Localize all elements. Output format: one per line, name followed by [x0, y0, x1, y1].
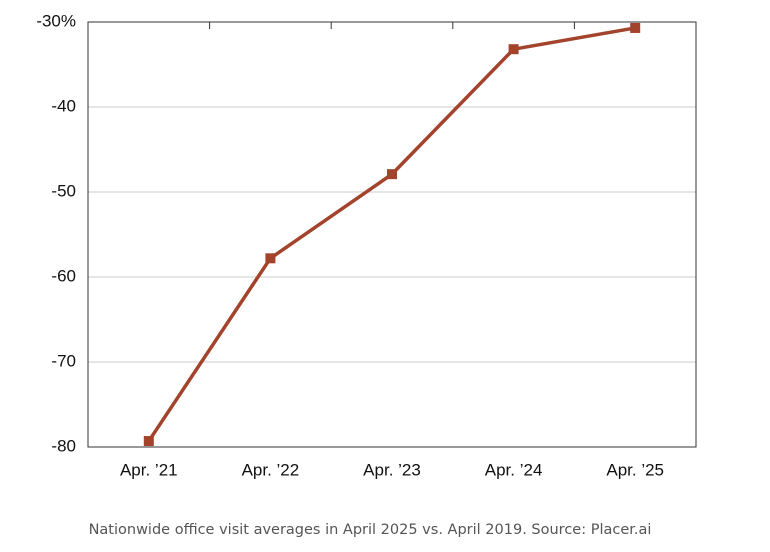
data-point: [387, 169, 397, 180]
data-point: [508, 44, 519, 55]
data-point: [265, 253, 276, 264]
x-tick-label: Apr. ’22: [242, 460, 300, 479]
y-tick-label: -40: [51, 96, 76, 115]
y-tick-label: -30%: [36, 11, 76, 30]
plot-frame: [87, 21, 697, 448]
x-tick-label: Apr. ’21: [120, 460, 178, 479]
x-tick-label: Apr. ’24: [485, 460, 543, 479]
data-line: [147, 26, 636, 443]
y-tick-label: -70: [51, 351, 76, 370]
data-point: [143, 436, 154, 447]
data-point: [630, 22, 641, 33]
y-tick-label: -50: [51, 181, 76, 200]
y-tick-label: -60: [51, 266, 76, 285]
x-tick-label: Apr. ’23: [363, 460, 421, 479]
caption: Nationwide office visit averages in Apri…: [89, 522, 652, 538]
x-tick-label: Apr. ’25: [606, 460, 664, 479]
y-tick-label: -80: [51, 436, 76, 455]
